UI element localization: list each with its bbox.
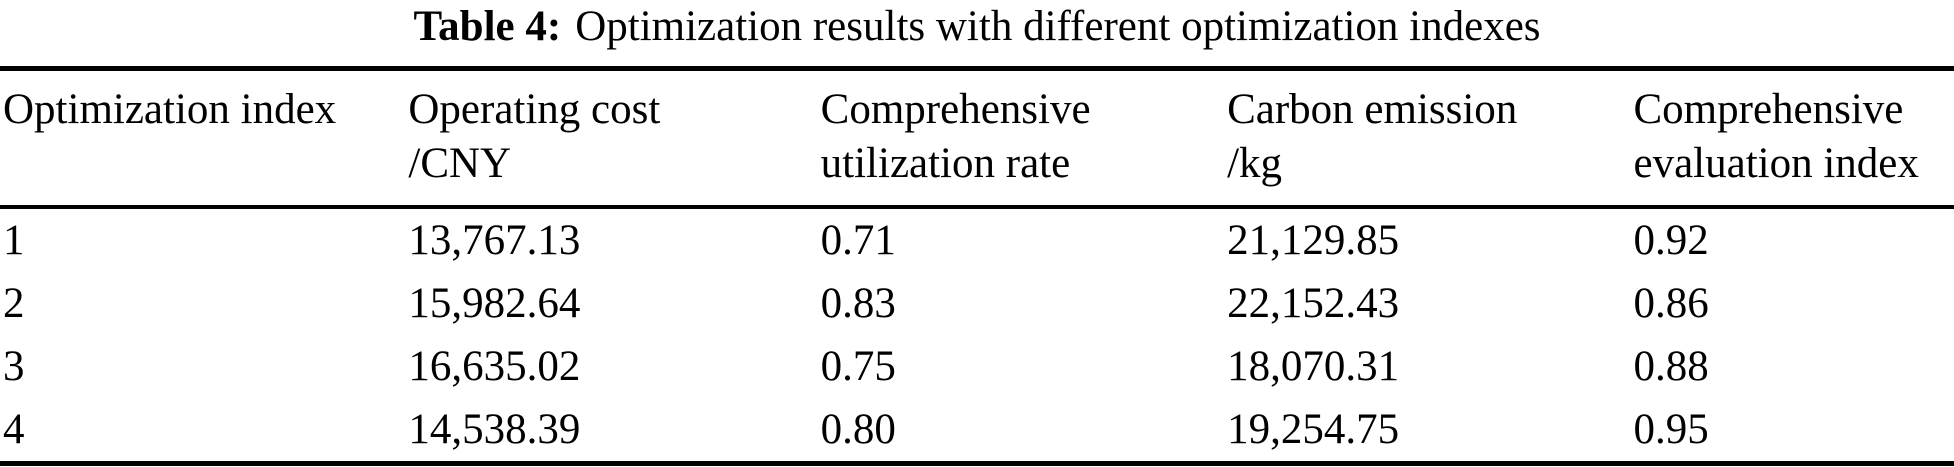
cell-evaluation-index: 0.88 <box>1633 343 1709 390</box>
table-row: 3 16,635.02 0.75 18,070.31 0.88 <box>0 335 1954 398</box>
cell-optimization-index: 2 <box>3 280 25 327</box>
col-header-utilization-rate: Comprehensive utilization rate <box>820 68 1228 209</box>
col-header-line: Optimization index <box>3 86 337 133</box>
col-header-line: Comprehensive <box>820 86 1091 133</box>
col-header-line: /CNY <box>408 140 512 187</box>
table-row: 1 13,767.13 0.71 21,129.85 0.92 <box>0 207 1954 272</box>
cell-utilization-rate: 0.75 <box>820 343 896 390</box>
cell-carbon-emission: 21,129.85 <box>1227 217 1400 264</box>
cell-utilization-rate: 0.80 <box>820 406 896 453</box>
cell-operating-cost: 14,538.39 <box>408 406 581 453</box>
cell-optimization-index: 1 <box>3 217 25 264</box>
table-row: 2 15,982.64 0.83 22,152.43 0.86 <box>0 272 1954 335</box>
header-row: Optimization index Operating cost /CNY C… <box>0 68 1954 209</box>
cell-carbon-emission: 19,254.75 <box>1227 406 1400 453</box>
cell-evaluation-index: 0.86 <box>1633 280 1709 327</box>
cell-utilization-rate: 0.83 <box>820 280 896 327</box>
table-caption-label: Table 4: <box>413 3 562 50</box>
col-header-line: Operating cost <box>408 86 661 133</box>
table-row: 4 14,538.39 0.80 19,254.75 0.95 <box>0 398 1954 464</box>
optimization-results-table: Optimization index Operating cost /CNY C… <box>0 66 1954 466</box>
cell-utilization-rate: 0.71 <box>820 217 896 264</box>
col-header-line: evaluation index <box>1633 140 1919 187</box>
cell-evaluation-index: 0.95 <box>1633 406 1709 453</box>
col-header-line: Comprehensive <box>1633 86 1904 133</box>
col-header-line: utilization rate <box>820 140 1071 187</box>
cell-optimization-index: 3 <box>3 343 25 390</box>
cell-optimization-index: 4 <box>3 406 25 453</box>
col-header-operating-cost: Operating cost /CNY <box>408 68 821 209</box>
col-header-evaluation-index: Comprehensive evaluation index <box>1633 68 1954 209</box>
cell-carbon-emission: 18,070.31 <box>1227 343 1400 390</box>
cell-evaluation-index: 0.92 <box>1633 217 1709 264</box>
cell-carbon-emission: 22,152.43 <box>1227 280 1400 327</box>
col-header-optimization-index: Optimization index <box>0 68 409 209</box>
col-header-line: Carbon emission <box>1227 86 1518 133</box>
cell-operating-cost: 15,982.64 <box>408 280 581 327</box>
cell-operating-cost: 16,635.02 <box>408 343 581 390</box>
col-header-carbon-emission: Carbon emission /kg <box>1227 68 1634 209</box>
table-caption: Table 4: Optimization results with differ… <box>0 0 1954 54</box>
cell-operating-cost: 13,767.13 <box>408 217 581 264</box>
table-caption-text: Optimization results with different opti… <box>575 3 1541 50</box>
col-header-line: /kg <box>1227 140 1283 187</box>
